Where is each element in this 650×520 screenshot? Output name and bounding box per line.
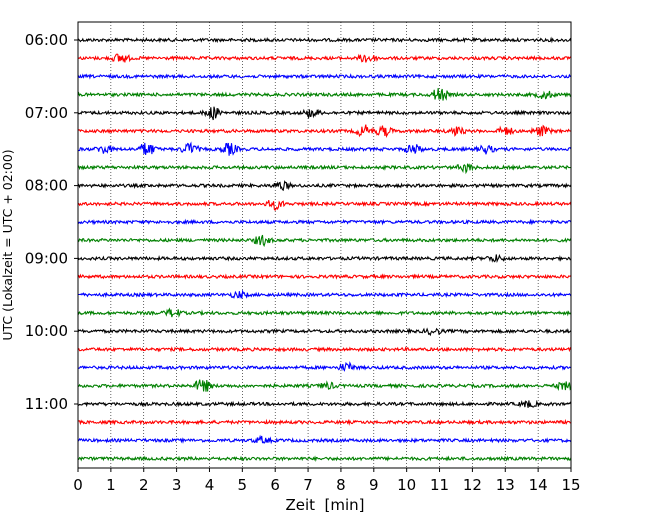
y-axis-label: UTC (Lokalzeit = UTC + 02:00) bbox=[0, 149, 15, 340]
y-tick-label: 08:00 bbox=[25, 177, 68, 195]
x-tick-label: 8 bbox=[336, 476, 346, 494]
seismogram-trace bbox=[77, 399, 572, 408]
x-tick-label: 14 bbox=[529, 476, 548, 494]
y-tick-label: 10:00 bbox=[25, 322, 68, 340]
seismogram-trace bbox=[77, 180, 572, 192]
vertical-grid bbox=[110, 22, 539, 468]
seismogram-trace bbox=[77, 53, 572, 63]
y-tick-label: 06:00 bbox=[25, 31, 68, 49]
seismogram-trace bbox=[77, 141, 572, 156]
seismogram-trace bbox=[77, 88, 572, 101]
y-axis-ticks: 06:00 07:00 08:00 09:00 10:00 11:00 bbox=[25, 31, 78, 413]
x-tick-label: 4 bbox=[205, 476, 215, 494]
x-tick-label: 13 bbox=[496, 476, 515, 494]
seismogram-trace bbox=[77, 73, 572, 80]
seismogram-trace bbox=[77, 434, 572, 445]
seismogram-trace bbox=[77, 106, 572, 121]
seismogram-trace bbox=[77, 124, 572, 138]
y-tick-label: 07:00 bbox=[25, 104, 68, 122]
x-tick-label: 2 bbox=[139, 476, 149, 494]
seismogram-trace bbox=[77, 218, 572, 226]
x-axis-label: Zeit [min] bbox=[285, 496, 364, 514]
seismogram-trace bbox=[77, 455, 572, 463]
seismogram-trace bbox=[77, 346, 572, 353]
seismogram-traces bbox=[77, 36, 572, 463]
seismogram-trace bbox=[77, 361, 572, 372]
y-tick-label: 11:00 bbox=[25, 395, 68, 413]
seismogram-trace bbox=[77, 289, 572, 300]
x-tick-label: 3 bbox=[172, 476, 182, 494]
seismogram-trace bbox=[77, 163, 571, 175]
x-tick-label: 12 bbox=[463, 476, 482, 494]
x-tick-label: 6 bbox=[270, 476, 280, 494]
seismogram-trace bbox=[77, 418, 572, 426]
x-axis-ticks: 0 1 2 3 4 5 6 7 8 9 10 11 12 13 14 15 bbox=[73, 468, 581, 494]
y-tick-label: 09:00 bbox=[25, 249, 68, 267]
seismogram-trace bbox=[77, 379, 572, 392]
seismogram-trace bbox=[77, 200, 572, 211]
x-tick-label: 1 bbox=[106, 476, 116, 494]
plot-frame bbox=[77, 21, 572, 469]
seismogram-trace bbox=[77, 327, 572, 337]
seismogram-trace bbox=[77, 234, 572, 248]
x-tick-label: 10 bbox=[397, 476, 416, 494]
seismogram-trace bbox=[77, 307, 572, 318]
seismogram-trace bbox=[77, 273, 572, 280]
x-tick-label: 5 bbox=[238, 476, 248, 494]
x-tick-label: 11 bbox=[430, 476, 449, 494]
x-tick-label: 0 bbox=[73, 476, 83, 494]
x-tick-label: 9 bbox=[369, 476, 379, 494]
x-tick-label: 7 bbox=[303, 476, 313, 494]
seismogram-trace bbox=[77, 253, 572, 264]
x-tick-label: 15 bbox=[561, 476, 580, 494]
seismogram-trace bbox=[77, 36, 572, 44]
